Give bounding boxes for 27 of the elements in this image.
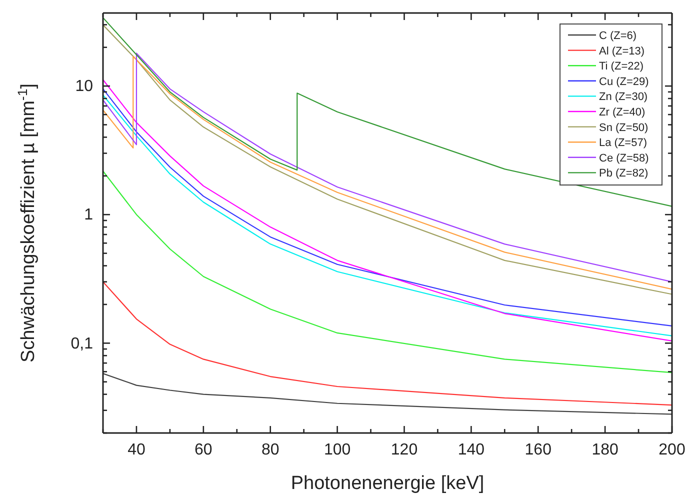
legend-label: C (Z=6) — [599, 30, 637, 42]
legend-label: Zn (Z=30) — [599, 91, 648, 104]
line-series — [103, 17, 672, 207]
y-tick-label: 0,1 — [70, 335, 94, 352]
x-tick-label: 40 — [128, 441, 146, 458]
x-tick-label: 80 — [261, 441, 280, 458]
y-tick-label: 10 — [75, 78, 94, 96]
legend-label: Cu (Z=29) — [599, 76, 649, 88]
legend-label: Ti (Z=22) — [599, 60, 644, 73]
legend-label: Al (Z=13) — [599, 45, 645, 58]
legend-label: Zr (Z=40) — [599, 106, 646, 118]
line-series — [103, 170, 672, 374]
x-tick-label: 160 — [524, 441, 552, 458]
legend-label: Ce (Z=58) — [599, 152, 649, 164]
x-tick-label: 200 — [658, 441, 686, 458]
x-axis-title: Photonenenergie [keV] — [290, 473, 484, 494]
line-series — [103, 281, 672, 406]
legend-label: Sn (Z=50) — [599, 122, 648, 134]
x-tick-label: 180 — [592, 441, 619, 458]
x-tick-label: 100 — [324, 441, 351, 458]
x-tick-label: 60 — [194, 441, 212, 458]
x-tick-label: 140 — [458, 441, 485, 458]
legend-label: La (Z=57) — [599, 137, 647, 150]
line-series — [103, 373, 672, 415]
legend-label: Pb (Z=82) — [599, 168, 648, 180]
y-tick-label: 1 — [84, 206, 94, 224]
x-tick-label: 120 — [390, 441, 418, 458]
